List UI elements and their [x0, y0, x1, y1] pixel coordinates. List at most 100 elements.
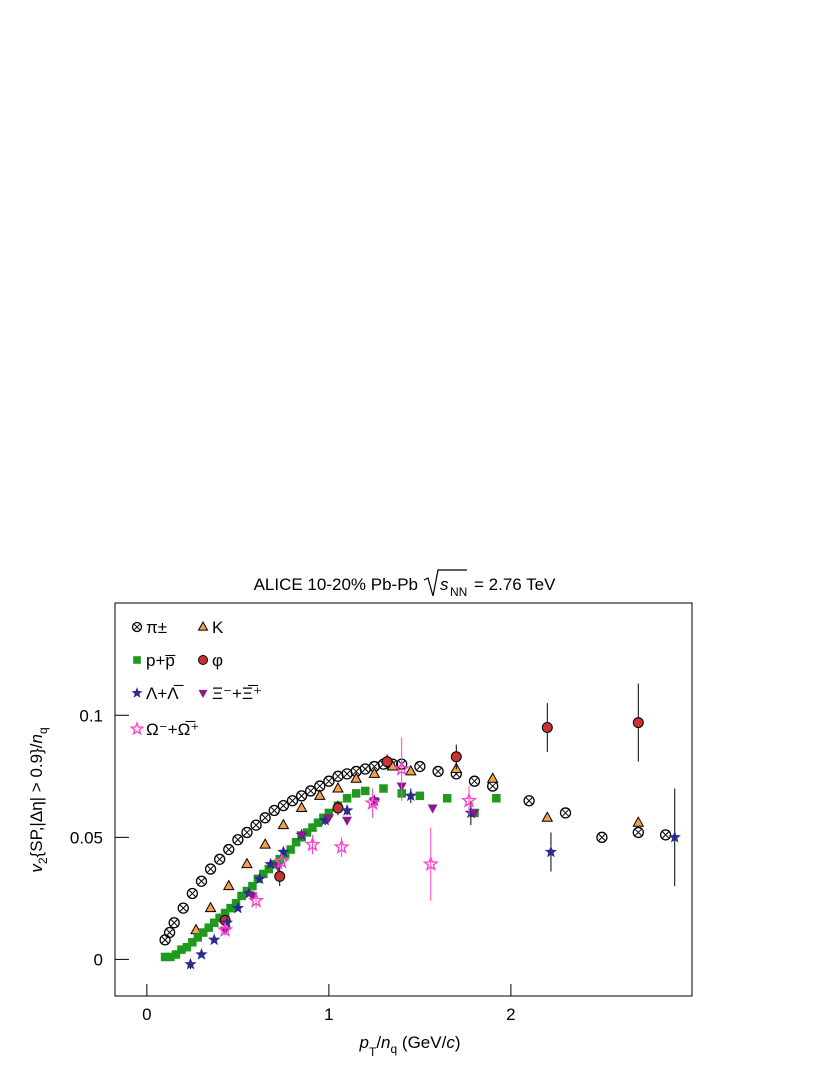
- point: [231, 898, 241, 908]
- point: [308, 823, 317, 832]
- point: [668, 830, 681, 843]
- marker-shape: [209, 918, 219, 928]
- marker-shape: [220, 908, 230, 918]
- marker-shape: [544, 845, 558, 858]
- marker-shape: [298, 792, 305, 800]
- point: [168, 917, 180, 929]
- marker-shape: [632, 816, 645, 827]
- point: [422, 855, 439, 872]
- marker-shape: [133, 623, 141, 631]
- marker-shape: [179, 904, 187, 912]
- marker-shape: [381, 756, 393, 768]
- point: [492, 794, 501, 803]
- point: [195, 948, 208, 960]
- marker-shape: [541, 721, 553, 733]
- marker-shape: [207, 865, 214, 873]
- marker-shape: [198, 655, 208, 665]
- marker-shape: [216, 855, 224, 863]
- point: [291, 837, 301, 847]
- series: [190, 760, 645, 935]
- marker-shape: [188, 938, 197, 947]
- point: [487, 780, 499, 792]
- marker-shape: [171, 950, 181, 959]
- marker-shape: [208, 933, 221, 946]
- legend-label: K: [212, 618, 224, 637]
- marker-shape: [198, 877, 205, 885]
- x-label-part: c: [446, 1033, 455, 1052]
- marker-shape: [226, 903, 235, 913]
- marker-shape: [486, 772, 499, 783]
- marker-shape: [632, 717, 644, 729]
- point: [274, 870, 286, 882]
- point: [186, 887, 199, 900]
- point: [342, 816, 353, 826]
- marker-shape: [214, 853, 226, 865]
- point: [273, 853, 290, 869]
- marker-shape: [422, 855, 439, 872]
- marker-shape: [404, 764, 417, 776]
- marker-shape: [450, 751, 462, 763]
- title-energy: = 2.76 TeV: [474, 575, 556, 594]
- marker-shape: [371, 763, 378, 770]
- marker-shape: [316, 782, 324, 790]
- point: [215, 913, 224, 923]
- point: [220, 916, 234, 928]
- marker-shape: [170, 919, 178, 927]
- marker-shape: [242, 886, 252, 896]
- marker-shape: [304, 836, 321, 852]
- point: [204, 863, 217, 875]
- point: [268, 804, 280, 817]
- marker-shape: [308, 823, 317, 832]
- marker-shape: [199, 928, 208, 937]
- x-label-part: p: [359, 1033, 369, 1052]
- marker-shape: [204, 923, 213, 932]
- x-label-part: n: [381, 1033, 390, 1052]
- marker-shape: [182, 942, 192, 952]
- point: [237, 891, 246, 901]
- point: [659, 829, 672, 841]
- point: [171, 950, 181, 959]
- marker-shape: [434, 768, 442, 775]
- x-tick-label: 2: [506, 1005, 515, 1024]
- point: [177, 945, 186, 954]
- marker-shape: [307, 787, 315, 795]
- point: [182, 942, 192, 952]
- marker-shape: [225, 846, 233, 853]
- point: [286, 845, 295, 854]
- point: [323, 775, 335, 787]
- marker-shape: [277, 845, 290, 858]
- marker-shape: [204, 863, 217, 875]
- legend-label: φ: [212, 651, 223, 670]
- marker-shape: [352, 768, 360, 775]
- marker-shape: [197, 621, 209, 631]
- plot-frame: [114, 602, 693, 997]
- marker-shape: [231, 898, 241, 908]
- point: [324, 808, 334, 818]
- point: [323, 814, 334, 824]
- marker-shape: [334, 772, 342, 780]
- marker-shape: [259, 838, 272, 849]
- marker-shape: [160, 952, 170, 962]
- legend: π± Kp+p̅ φ Λ+Λ̅ Ξ⁻+Ξ̅⁺ Ω⁻+Ω̅⁺: [129, 618, 262, 739]
- point: [286, 795, 299, 807]
- marker-shape: [231, 901, 244, 914]
- marker-shape: [368, 767, 381, 778]
- point: [197, 621, 209, 631]
- point: [264, 857, 277, 870]
- marker-shape: [324, 808, 334, 818]
- point: [166, 952, 175, 962]
- marker-shape: [195, 875, 208, 887]
- marker-shape: [523, 795, 535, 807]
- point: [204, 923, 213, 932]
- marker-shape: [414, 760, 426, 773]
- marker-shape: [634, 829, 642, 836]
- marker-shape: [319, 813, 332, 826]
- marker-shape: [277, 818, 290, 830]
- point: [204, 901, 217, 913]
- marker-shape: [166, 929, 173, 936]
- point: [544, 845, 558, 858]
- marker-shape: [295, 790, 308, 802]
- marker-shape: [274, 870, 286, 882]
- point: [226, 903, 235, 913]
